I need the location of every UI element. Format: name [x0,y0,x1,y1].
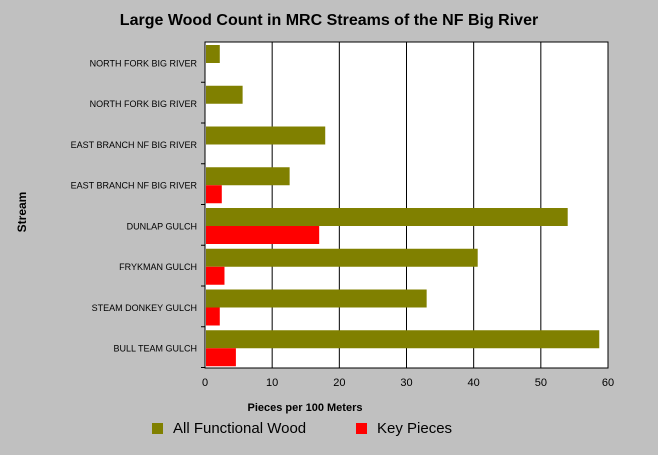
y-category-label: NORTH FORK BIG RIVER [90,58,198,68]
chart-title: Large Wood Count in MRC Streams of the N… [119,12,539,29]
axes: 0 10 20 30 40 50 60 NORTH FORK BIG RIVER NORTH F… [71,58,614,389]
bar-all-functional-wood [206,330,600,349]
y-category-label: EAST BRANCH NF BIG RIVER [71,181,198,191]
y-category-label: FRYKMAN GULCH [119,262,197,272]
x-tick-label: 40 [468,377,480,389]
x-tick-label: 50 [535,377,547,389]
y-category-label: DUNLAP GULCH [127,221,197,231]
legend-swatch-wood [152,423,163,434]
legend-item-all-functional-wood: All Functional Wood [152,420,306,437]
y-category-label: STEAM DONKEY GULCH [92,303,197,313]
bar-key-pieces [206,266,225,285]
x-tick-label: 10 [266,377,278,389]
bar-all-functional-wood [206,167,290,186]
bar-all-functional-wood [206,126,326,145]
bars [206,45,600,367]
x-tick-label: 0 [202,377,208,389]
gridlines [271,42,542,368]
x-tick-label: 20 [333,377,345,389]
legend-label-wood: All Functional Wood [173,420,307,437]
bar-key-pieces [206,348,236,367]
bar-key-pieces [206,307,220,326]
bar-all-functional-wood [206,208,568,226]
y-category-label: EAST BRANCH NF BIG RIVER [71,140,198,150]
bar-key-pieces [206,226,320,244]
legend-item-key-pieces: Key Pieces [356,420,452,437]
legend-swatch-key [356,423,367,434]
bar-key-pieces [206,185,222,204]
x-tick-label: 60 [602,377,614,389]
bar-all-functional-wood [206,45,220,63]
x-axis-label: Pieces per 100 Meters [247,402,363,414]
y-category-label: BULL TEAM GULCH [113,344,197,354]
bar-all-functional-wood [206,85,243,104]
legend-label-key: Key Pieces [377,420,453,437]
bar-all-functional-wood [206,289,427,308]
x-tick-label: 30 [400,377,412,389]
y-category-label: NORTH FORK BIG RIVER [90,99,198,109]
bar-all-functional-wood [206,248,478,267]
